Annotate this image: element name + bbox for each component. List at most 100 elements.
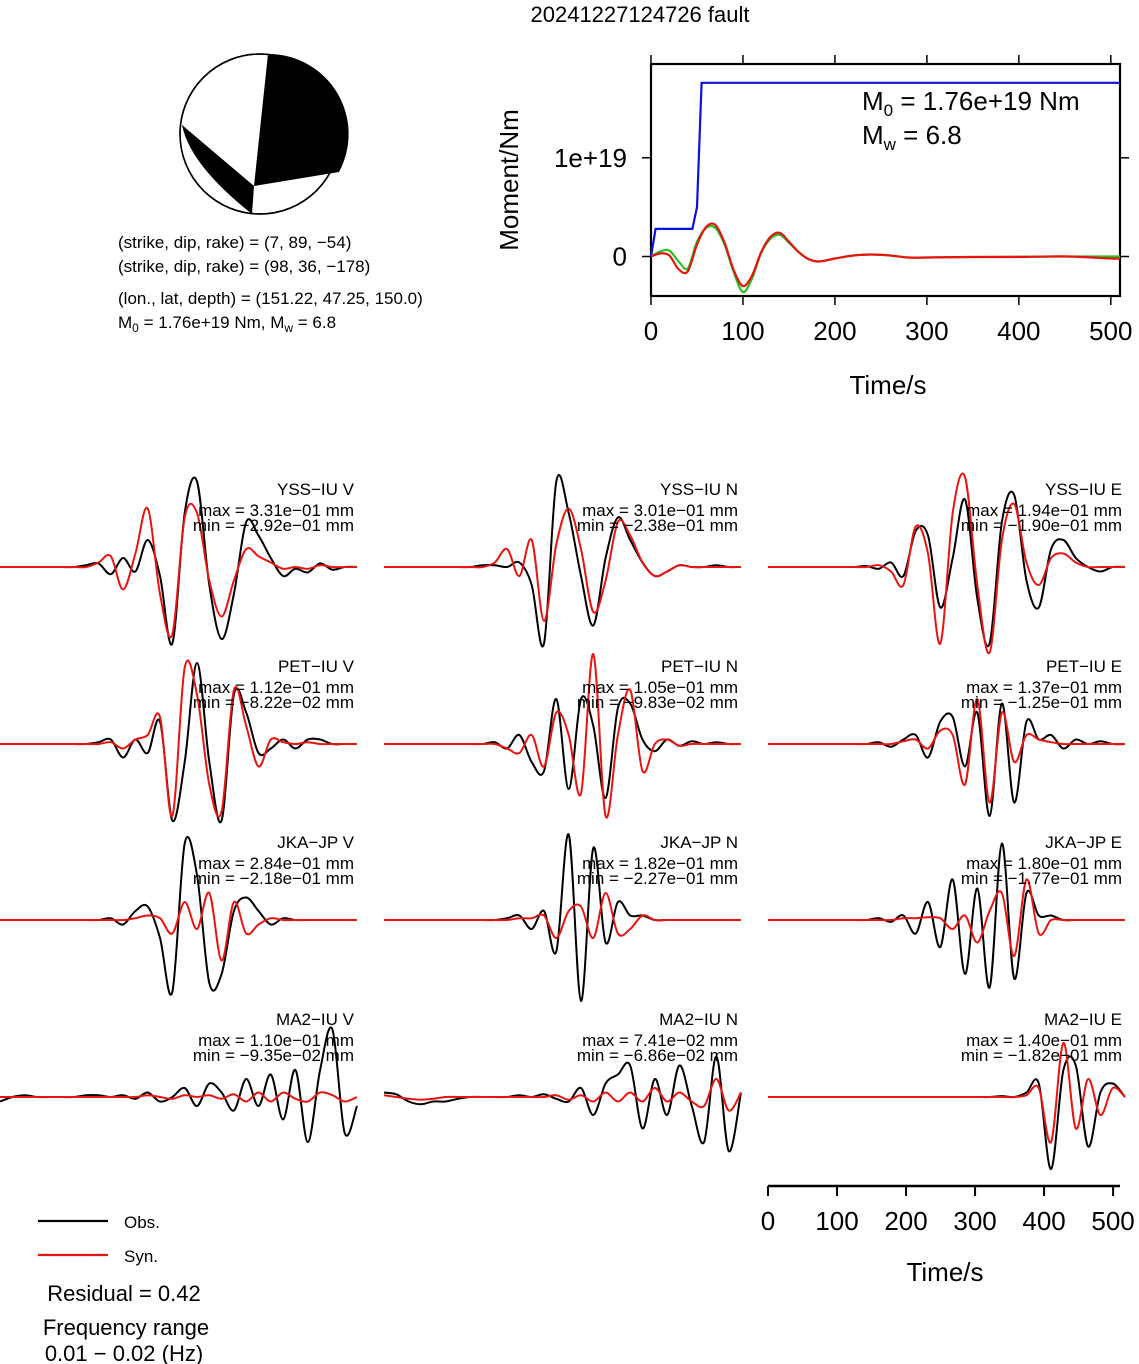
moment-annotation-mw: Mw = 6.8 <box>862 120 962 154</box>
moment-x-tick-label: 100 <box>721 316 764 346</box>
min-label: min = −6.86e−02 mm <box>577 1046 738 1065</box>
legend-obs-label: Obs. <box>124 1213 160 1232</box>
max-label: max = 1.05e−01 mm <box>582 678 738 697</box>
max-label: max = 1.94e−01 mm <box>966 501 1122 520</box>
max-label: max = 1.12e−01 mm <box>198 678 354 697</box>
syn-trace <box>383 891 741 940</box>
min-label: min = −9.83e−02 mm <box>577 693 738 712</box>
max-label: max = 2.84e−01 mm <box>198 854 354 873</box>
syn-trace <box>768 1041 1126 1144</box>
beachball-compressional-quadrant-b <box>182 125 254 214</box>
syn-trace <box>384 507 741 623</box>
min-label: min = −1.90e−01 mm <box>961 516 1122 535</box>
moment-x-tick-label: 200 <box>813 316 856 346</box>
waveform-x-tick-label: 200 <box>884 1206 927 1236</box>
station-label: JKA−JP E <box>1045 833 1122 852</box>
moment-annotation-m0: M0 = 1.76e+19 Nm <box>862 86 1080 120</box>
moment-magnitude-label: M0 = 1.76e+19 Nm, Mw = 6.8 <box>118 313 336 335</box>
moment-y-tick-label: 0 <box>613 242 627 272</box>
syn-trace <box>0 891 357 962</box>
min-label: min = −2.38e−01 mm <box>577 516 738 535</box>
syn-trace <box>768 472 1125 655</box>
max-label: max = 1.82e−01 mm <box>582 854 738 873</box>
station-label: YSS−IU V <box>277 480 355 499</box>
moment-y-tick-label: 1e+19 <box>554 143 627 173</box>
nodal-plane-1-label: (strike, dip, rake) = (7, 89, −54) <box>118 233 351 252</box>
station-label: MA2−IU E <box>1044 1010 1122 1029</box>
min-label: min = −2.18e−01 mm <box>193 869 354 888</box>
station-label: JKA−JP V <box>277 833 354 852</box>
waveform-x-tick-label: 400 <box>1022 1206 1065 1236</box>
max-label: max = 1.10e−01 mm <box>198 1031 354 1050</box>
beachball <box>179 53 349 215</box>
max-label: max = 1.80e−01 mm <box>966 854 1122 873</box>
syn-trace <box>0 1091 358 1103</box>
syn-trace <box>0 659 357 818</box>
min-label: min = −2.92e−01 mm <box>193 516 354 535</box>
waveform-x-tick-label: 300 <box>953 1206 996 1236</box>
moment-y-axis-label: Moment/Nm <box>494 109 524 251</box>
max-label: max = 3.31e−01 mm <box>198 501 354 520</box>
station-label: PET−IU V <box>278 657 355 676</box>
moment-series-group <box>649 81 1121 294</box>
syn-trace <box>383 1077 742 1112</box>
station-label: PET−IU E <box>1046 657 1122 676</box>
beachball-compressional-quadrant-a <box>254 53 349 187</box>
min-label: min = −1.77e−01 mm <box>961 869 1122 888</box>
station-label: JKA−JP N <box>660 833 738 852</box>
moment-x-tick-label: 500 <box>1089 316 1132 346</box>
min-label: min = −8.22e−02 mm <box>193 693 354 712</box>
station-label: MA2−IU V <box>276 1010 355 1029</box>
obs-trace <box>383 1055 742 1153</box>
moment-series-rate_b <box>650 222 1121 288</box>
station-label: YSS−IU E <box>1045 480 1122 499</box>
max-label: max = 3.01e−01 mm <box>582 501 738 520</box>
legend-syn-label: Syn. <box>124 1247 158 1266</box>
nodal-plane-2-label: (strike, dip, rake) = (98, 36, −178) <box>118 257 370 276</box>
station-label: YSS−IU N <box>660 480 738 499</box>
beachball-outline <box>179 53 341 215</box>
max-label: max = 1.40e−01 mm <box>966 1031 1122 1050</box>
legend: Obs. Syn. <box>38 1213 160 1266</box>
syn-trace <box>768 697 1125 804</box>
residual-label: Residual = 0.42 <box>47 1281 201 1306</box>
moment-axis-ticks: 0 100 200 300 400 500 0 1e+19 <box>554 55 1132 346</box>
obs-trace <box>768 1055 1126 1171</box>
syn-trace <box>0 502 357 639</box>
min-label: min = −9.35e−02 mm <box>193 1046 354 1065</box>
moment-x-tick-label: 400 <box>997 316 1040 346</box>
moment-x-tick-label: 300 <box>905 316 948 346</box>
station-label: MA2−IU N <box>659 1010 738 1029</box>
waveform-x-tick-label: 0 <box>761 1206 775 1236</box>
waveform-x-tick-label: 100 <box>815 1206 858 1236</box>
frequency-range-value: 0.01 − 0.02 (Hz) <box>45 1341 203 1364</box>
moment-x-tick-label: 0 <box>644 316 658 346</box>
max-label: max = 1.37e−01 mm <box>966 678 1122 697</box>
min-label: min = −1.25e−01 mm <box>961 693 1122 712</box>
waveform-x-axis-label: Time/s <box>906 1257 983 1287</box>
min-label: min = −2.27e−01 mm <box>577 869 738 888</box>
moment-plot-frame <box>649 62 1122 298</box>
frequency-range-title: Frequency range <box>43 1315 209 1340</box>
syn-trace <box>384 652 741 819</box>
max-label: max = 7.41e−02 mm <box>582 1031 738 1050</box>
figure-title: 20241227124726 fault <box>531 2 750 27</box>
moment-series-cumulative <box>649 81 1120 257</box>
waveform-x-tick-label: 500 <box>1091 1206 1134 1236</box>
min-label: min = −1.82e−01 mm <box>961 1046 1122 1065</box>
moment-x-axis-label: Time/s <box>849 370 926 400</box>
syn-trace <box>767 878 1125 958</box>
station-label: PET−IU N <box>661 657 738 676</box>
